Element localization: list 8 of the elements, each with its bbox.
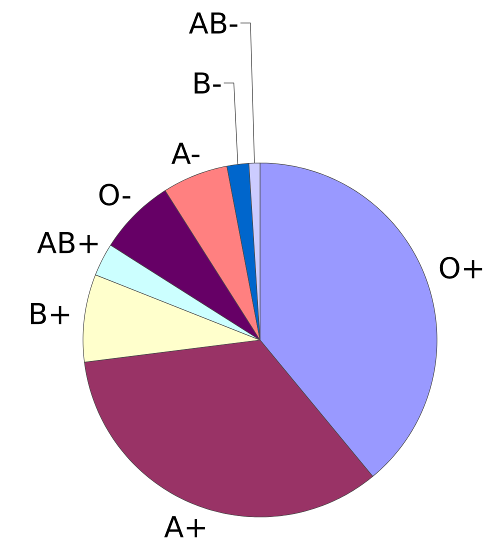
slice-label: O- (99, 184, 130, 206)
slice-label: B- (194, 72, 221, 94)
slice-label: O+ (440, 256, 482, 279)
slice-label: AB- (188, 12, 238, 34)
slice-label: A+ (164, 516, 205, 538)
slice-label: A- (171, 142, 200, 164)
slice-label: B+ (30, 303, 70, 324)
slice-label: AB+ (37, 232, 98, 254)
